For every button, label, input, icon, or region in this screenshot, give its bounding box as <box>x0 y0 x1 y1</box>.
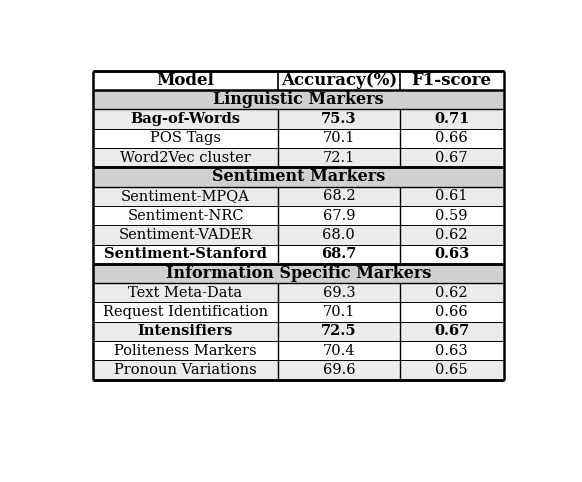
Text: Politeness Markers: Politeness Markers <box>114 344 257 358</box>
Bar <box>93 187 503 206</box>
Text: Accuracy(%): Accuracy(%) <box>281 72 397 89</box>
Text: 72.1: 72.1 <box>323 151 355 165</box>
Bar <box>93 244 503 264</box>
Text: 0.71: 0.71 <box>434 112 469 126</box>
Text: 68.2: 68.2 <box>322 189 355 203</box>
Text: F1-score: F1-score <box>411 72 492 89</box>
Text: Pronoun Variations: Pronoun Variations <box>114 363 257 377</box>
Text: 0.65: 0.65 <box>435 363 468 377</box>
Text: 68.0: 68.0 <box>322 228 355 242</box>
Text: Text Meta-Data: Text Meta-Data <box>129 286 243 300</box>
Text: Sentiment Markers: Sentiment Markers <box>212 169 385 186</box>
Text: 70.1: 70.1 <box>322 132 355 146</box>
Text: Sentiment-NRC: Sentiment-NRC <box>127 209 244 223</box>
Bar <box>93 225 503 244</box>
Text: 68.7: 68.7 <box>321 247 357 261</box>
Bar <box>93 264 503 283</box>
Text: 0.67: 0.67 <box>435 151 468 165</box>
Text: Word2Vec cluster: Word2Vec cluster <box>120 151 251 165</box>
Text: 0.66: 0.66 <box>435 305 468 319</box>
Bar <box>93 167 503 187</box>
Text: 72.5: 72.5 <box>321 324 357 338</box>
Bar <box>93 341 503 361</box>
Bar <box>93 129 503 148</box>
Text: 0.59: 0.59 <box>435 209 468 223</box>
Text: Sentiment-MPQA: Sentiment-MPQA <box>121 189 250 203</box>
Bar <box>93 109 503 129</box>
Text: Information Specific Markers: Information Specific Markers <box>166 265 431 282</box>
Text: 75.3: 75.3 <box>321 112 357 126</box>
Bar <box>93 90 503 109</box>
Text: Sentiment-Stanford: Sentiment-Stanford <box>104 247 267 261</box>
Bar <box>93 361 503 380</box>
Text: Bag-of-Words: Bag-of-Words <box>130 112 240 126</box>
Text: Request Identification: Request Identification <box>103 305 268 319</box>
Bar <box>93 302 503 321</box>
Bar <box>93 148 503 167</box>
Bar <box>93 206 503 225</box>
Bar <box>93 283 503 302</box>
Text: 0.62: 0.62 <box>435 228 468 242</box>
Text: Linguistic Markers: Linguistic Markers <box>213 91 384 108</box>
Text: Sentiment-VADER: Sentiment-VADER <box>119 228 253 242</box>
Bar <box>93 71 503 90</box>
Bar <box>93 321 503 341</box>
Text: 69.3: 69.3 <box>322 286 355 300</box>
Text: 0.62: 0.62 <box>435 286 468 300</box>
Text: 67.9: 67.9 <box>322 209 355 223</box>
Text: 70.4: 70.4 <box>322 344 355 358</box>
Text: 0.67: 0.67 <box>434 324 469 338</box>
Text: 0.66: 0.66 <box>435 132 468 146</box>
Text: Intensifiers: Intensifiers <box>138 324 233 338</box>
Text: 69.6: 69.6 <box>322 363 355 377</box>
Text: Model: Model <box>157 72 214 89</box>
Text: 0.63: 0.63 <box>435 344 468 358</box>
Text: 0.61: 0.61 <box>435 189 468 203</box>
Text: POS Tags: POS Tags <box>150 132 221 146</box>
Text: 0.63: 0.63 <box>434 247 469 261</box>
Text: 70.1: 70.1 <box>322 305 355 319</box>
